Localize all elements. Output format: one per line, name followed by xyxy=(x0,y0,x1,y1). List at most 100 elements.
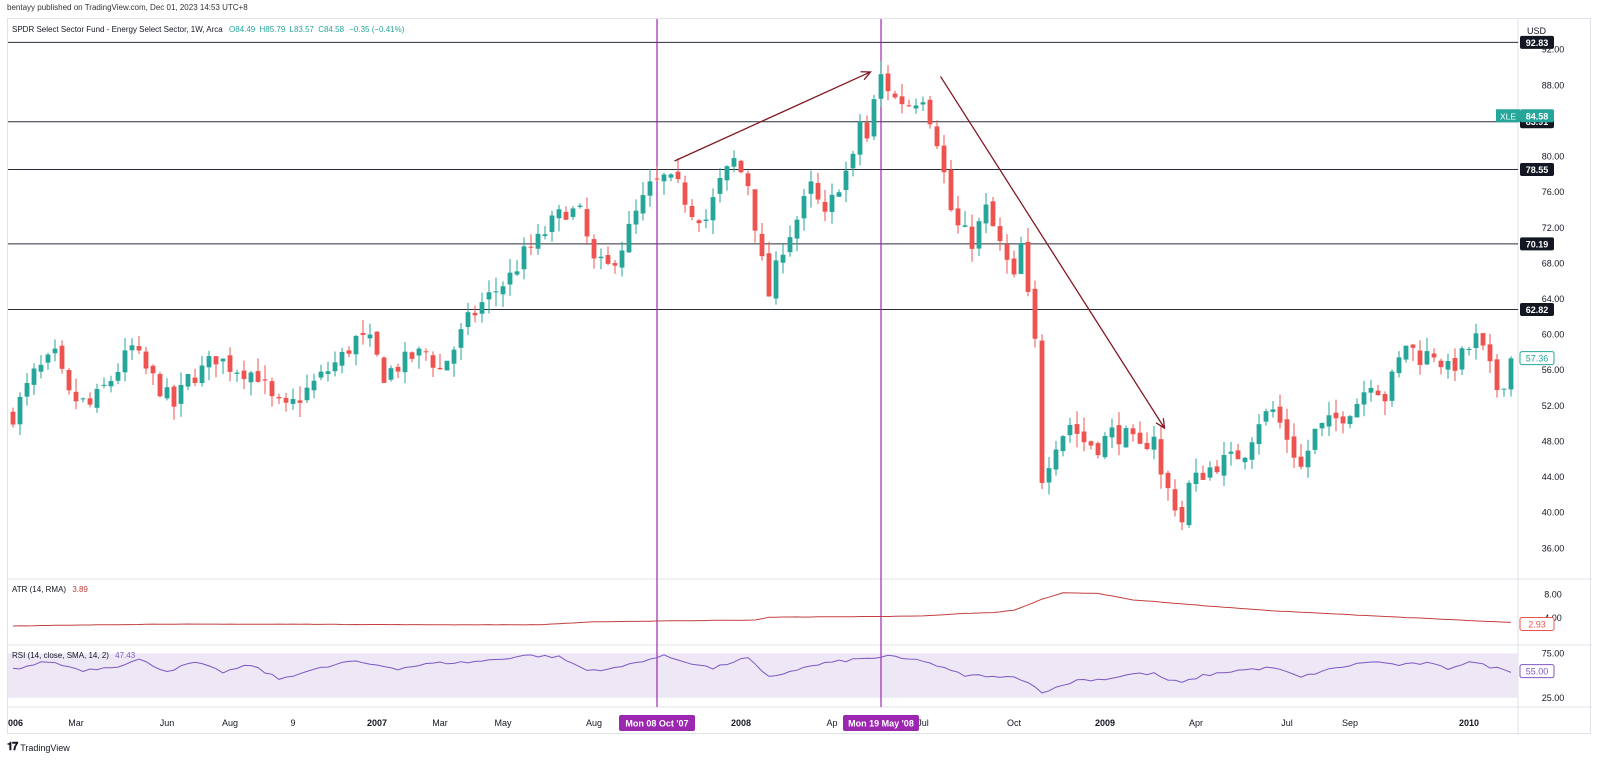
candle xyxy=(1459,346,1465,375)
candle xyxy=(311,373,317,399)
candle xyxy=(500,281,506,307)
candle xyxy=(1424,337,1430,366)
candle xyxy=(1242,456,1248,470)
candle xyxy=(444,360,450,371)
atr-title: ATR (14, RMA) xyxy=(12,585,66,594)
rsi-legend[interactable]: RSI (14, close, SMA, 14, 2) 47.43 xyxy=(12,651,136,660)
candle xyxy=(766,241,772,297)
price-tick: 68.00 xyxy=(1542,258,1565,268)
candle xyxy=(31,363,37,395)
candle xyxy=(983,192,989,234)
candle xyxy=(801,188,807,231)
candle xyxy=(332,351,338,377)
candle xyxy=(220,358,226,375)
candle xyxy=(360,320,366,345)
candle xyxy=(948,159,954,212)
candle xyxy=(395,363,401,379)
candle xyxy=(843,161,849,203)
time-tick: Jul xyxy=(1281,718,1293,728)
candle xyxy=(1368,379,1374,402)
candle xyxy=(724,165,730,191)
candle xyxy=(409,351,415,363)
candle xyxy=(206,350,212,381)
time-tick: 2006 xyxy=(8,718,23,728)
candle xyxy=(1046,457,1052,495)
candle xyxy=(661,172,667,195)
chart-canvas[interactable]: 36.00 40.00 44.00 48.00 52.00 56.00 60.00 64.00… xyxy=(8,19,1592,735)
candle xyxy=(1221,441,1227,486)
tradingview-logo-icon: 𝟏𝟕 xyxy=(7,741,18,753)
legend-change: −0.35 (−0.41%) xyxy=(349,25,404,34)
trend-arrow-0[interactable] xyxy=(674,71,872,162)
rsi-last-tag: 55.00 xyxy=(1519,664,1555,679)
candle xyxy=(1466,346,1472,356)
candle xyxy=(1473,323,1479,360)
candle xyxy=(38,355,44,379)
candle xyxy=(129,338,135,361)
time-tick: Mar xyxy=(432,718,448,728)
candle xyxy=(990,196,996,227)
price-tick: 88.00 xyxy=(1542,80,1565,90)
atr-legend[interactable]: ATR (14, RMA) 3.89 xyxy=(12,585,88,594)
candle xyxy=(52,339,58,362)
candle xyxy=(1354,398,1360,418)
legend-close: C84.58 xyxy=(318,25,344,34)
trend-arrows[interactable] xyxy=(674,71,1166,430)
candle xyxy=(493,277,499,307)
candle xyxy=(1480,333,1486,351)
candle xyxy=(850,150,856,177)
candle xyxy=(857,114,863,166)
candle xyxy=(1326,401,1332,436)
candle xyxy=(1256,413,1262,455)
main-legend[interactable]: SPDR Select Sector Fund - Energy Select … xyxy=(12,25,405,34)
candle xyxy=(1438,358,1444,375)
candle xyxy=(647,169,653,207)
candle xyxy=(73,378,79,410)
candle xyxy=(528,234,534,256)
candle xyxy=(1284,408,1290,454)
legend-low: L83.57 xyxy=(290,25,315,34)
price-tick: 76.00 xyxy=(1542,187,1565,197)
candle xyxy=(682,175,688,213)
price-tick: 80.00 xyxy=(1542,152,1565,162)
price-tick: 92.00 xyxy=(1542,45,1565,55)
candle xyxy=(871,94,877,141)
candle xyxy=(325,361,331,382)
candle xyxy=(10,407,16,428)
date-marker-tag-0: Mon 08 Oct '07 xyxy=(619,715,695,731)
candle xyxy=(794,216,800,252)
vertical-markers[interactable] xyxy=(656,19,882,707)
candle xyxy=(1431,348,1437,363)
time-tick: Aug xyxy=(586,718,602,728)
level-tag-4: 62.82 xyxy=(1520,303,1554,317)
candle xyxy=(1095,441,1101,459)
chart-frame[interactable]: 36.00 40.00 44.00 48.00 52.00 56.00 60.00 64.00… xyxy=(7,18,1592,735)
time-tick: Ap xyxy=(826,718,837,728)
candle xyxy=(1410,344,1416,362)
svg-text:Mon 08 Oct '07: Mon 08 Oct '07 xyxy=(625,719,688,729)
time-tick: 9 xyxy=(290,718,295,728)
level-tag-0: 92.83 xyxy=(1520,35,1554,49)
candle xyxy=(710,188,716,235)
candle xyxy=(731,150,737,173)
candle xyxy=(1130,424,1136,442)
horizontal-levels[interactable] xyxy=(8,41,1518,311)
time-tick: 2007 xyxy=(367,718,387,728)
candle xyxy=(1452,348,1458,382)
footer-brand[interactable]: 𝟏𝟕 TradingView xyxy=(7,741,70,754)
candle xyxy=(976,217,982,257)
atr-tick: 8.00 xyxy=(1544,590,1562,600)
candle xyxy=(668,173,674,182)
candle xyxy=(605,246,611,266)
candle xyxy=(80,397,86,403)
currency-label[interactable]: USD xyxy=(1527,26,1547,36)
candle xyxy=(927,95,933,129)
svg-text:57.36: 57.36 xyxy=(1526,354,1549,364)
price-axis[interactable]: 36.00 40.00 44.00 48.00 52.00 56.00 60.00 64.00… xyxy=(1542,45,1565,703)
candle xyxy=(1060,435,1066,457)
time-axis[interactable]: 2006 Mar Jun Aug 9 2007 Mar May Aug 2008 Ap Jul Oct 2… xyxy=(8,718,1479,728)
time-tick: 2010 xyxy=(1459,718,1479,728)
candle xyxy=(1039,334,1045,490)
trend-arrow-1[interactable] xyxy=(939,76,1166,430)
candle xyxy=(934,120,940,149)
